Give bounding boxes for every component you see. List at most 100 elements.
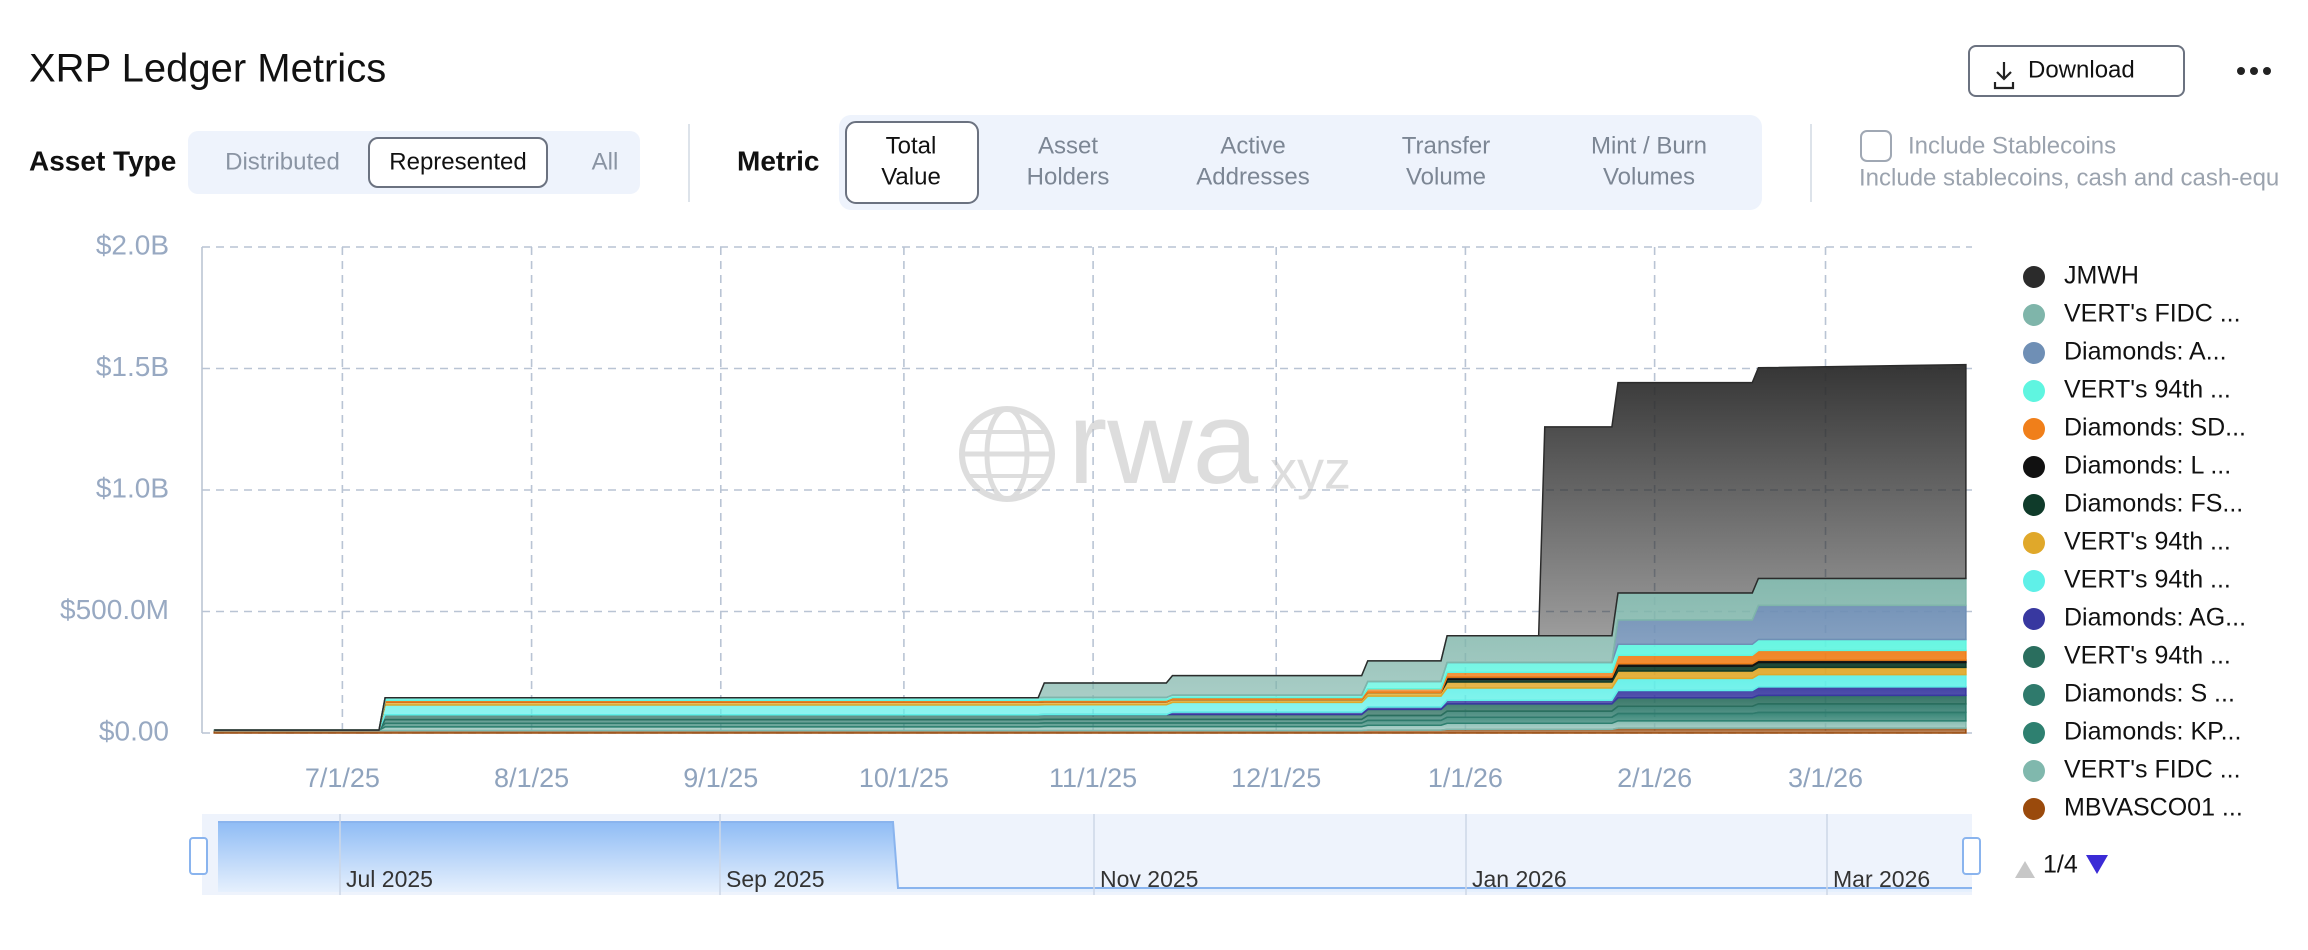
metric-option[interactable]: Total [886, 132, 937, 159]
asset-type-label: Asset Type [29, 145, 176, 176]
legend-swatch [2023, 646, 2045, 668]
legend-label: VERT's FIDC ... [2064, 300, 2241, 328]
legend-item[interactable]: VERT's 94th ... [2023, 566, 2231, 594]
legend-swatch [2023, 532, 2045, 554]
legend-item[interactable]: Diamonds: SD... [2023, 414, 2246, 442]
stablecoin-note: Include stablecoins, cash and cash-equ [1859, 164, 2279, 191]
asset-type-option[interactable]: Represented [389, 148, 526, 175]
legend-swatch [2023, 722, 2045, 744]
pager-label: 1/4 [2043, 851, 2078, 879]
y-tick-label: $500.0M [60, 594, 169, 625]
metric-option[interactable]: Active [1220, 132, 1285, 159]
legend-label: VERT's 94th ... [2064, 528, 2231, 556]
chart: $0.00 $500.0M $1.0B $1.5B $2.0B 7/1/25 8/1/25 9… [60, 229, 1972, 793]
navigator-handle[interactable] [189, 837, 208, 875]
y-tick-label: $0.00 [99, 715, 169, 746]
legend-label: VERT's FIDC ... [2064, 756, 2241, 784]
legend-swatch [2023, 684, 2045, 706]
metric-label: Metric [737, 145, 819, 176]
download-label: Download [2028, 56, 2135, 83]
legend-item[interactable]: Diamonds: S ... [2023, 680, 2235, 708]
asset-type-option[interactable]: All [592, 148, 619, 175]
navigator-label: Sep 2025 [726, 866, 824, 892]
stablecoin-label: Include Stablecoins [1908, 132, 2116, 159]
legend-swatch [2023, 342, 2045, 364]
legend-swatch [2023, 304, 2045, 326]
metric-group [839, 115, 1762, 210]
navigator-label: Mar 2026 [1833, 866, 1930, 892]
x-tick-label: 8/1/25 [494, 763, 569, 793]
legend-item[interactable]: VERT's 94th ... [2023, 376, 2231, 404]
x-tick-label: 9/1/25 [683, 763, 758, 793]
metric-option[interactable]: Mint / Burn [1591, 132, 1707, 159]
legend-item[interactable]: VERT's 94th ... [2023, 528, 2231, 556]
legend-swatch [2023, 570, 2045, 592]
stablecoin-checkbox[interactable] [1860, 130, 1892, 162]
navigator-handle[interactable] [1962, 837, 1981, 875]
legend-item[interactable]: VERT's 94th ... [2023, 642, 2231, 670]
legend-label: Diamonds: FS... [2064, 490, 2243, 518]
legend-swatch [2023, 266, 2045, 288]
legend-swatch [2023, 380, 2045, 402]
x-tick-label: 7/1/25 [305, 763, 380, 793]
legend-item[interactable]: Diamonds: AG... [2023, 604, 2246, 632]
x-tick-label: 3/1/26 [1788, 763, 1863, 793]
legend-label: Diamonds: S ... [2064, 680, 2235, 708]
y-tick-label: $1.5B [96, 351, 169, 382]
y-tick-label: $1.0B [96, 472, 169, 503]
x-tick-label: 12/1/25 [1231, 763, 1321, 793]
x-tick-label: 2/1/26 [1617, 763, 1692, 793]
legend-pager[interactable]: 1/4 [2015, 851, 2108, 879]
metric-option[interactable]: Addresses [1196, 163, 1309, 190]
legend-label: Diamonds: AG... [2064, 604, 2246, 632]
watermark-text: xyz [1270, 440, 1351, 500]
legend-swatch [2023, 456, 2045, 478]
page-title: XRP Ledger Metrics [29, 47, 386, 91]
segment-selected [368, 137, 548, 188]
legend-swatch [2023, 418, 2045, 440]
download-button[interactable]: Download [1968, 45, 2185, 97]
pager-prev[interactable] [2015, 861, 2035, 878]
legend-item[interactable]: JMWH [2023, 262, 2139, 290]
metric-option[interactable]: Volumes [1603, 163, 1695, 190]
x-tick-label: 11/1/25 [1049, 763, 1137, 793]
more-menu[interactable] [2237, 67, 2271, 75]
watermark-text: rwa [1068, 377, 1259, 509]
legend-label: MBVASCO01 ... [2064, 794, 2243, 822]
legend-item[interactable]: MBVASCO01 ... [2023, 794, 2243, 822]
x-tick-label: 1/1/26 [1428, 763, 1503, 793]
pager-next[interactable] [2086, 855, 2108, 874]
segment-selected [845, 121, 979, 204]
legend-label: Diamonds: SD... [2064, 414, 2246, 442]
y-tick-label: $2.0B [96, 229, 169, 260]
legend-label: VERT's 94th ... [2064, 566, 2231, 594]
legend-label: VERT's 94th ... [2064, 376, 2231, 404]
legend-label: VERT's 94th ... [2064, 642, 2231, 670]
metric-option[interactable]: Asset [1038, 132, 1098, 159]
metric-option[interactable]: Transfer [1402, 132, 1490, 159]
legend-item[interactable]: VERT's FIDC ... [2023, 756, 2241, 784]
navigator[interactable] [189, 814, 1981, 895]
legend-swatch [2023, 608, 2045, 630]
legend-label: Diamonds: A... [2064, 338, 2227, 366]
legend-swatch [2023, 760, 2045, 782]
metric-option[interactable]: Holders [1027, 163, 1110, 190]
navigator-label: Jan 2026 [1472, 866, 1567, 892]
legend-swatch [2023, 494, 2045, 516]
legend-item[interactable]: Diamonds: FS... [2023, 490, 2243, 518]
legend-swatch [2023, 798, 2045, 820]
legend-item[interactable]: VERT's FIDC ... [2023, 300, 2241, 328]
legend-item[interactable]: Diamonds: KP... [2023, 718, 2241, 746]
legend-item[interactable]: Diamonds: L ... [2023, 452, 2231, 480]
watermark: rwa xyz [959, 377, 1351, 509]
area [214, 363, 1967, 731]
navigator-label: Jul 2025 [346, 866, 433, 892]
metric-option[interactable]: Volume [1406, 163, 1486, 190]
asset-type-option[interactable]: Distributed [225, 148, 340, 175]
x-tick-label: 10/1/25 [859, 763, 949, 793]
legend-item[interactable]: Diamonds: A... [2023, 338, 2227, 366]
metric-option[interactable]: Value [881, 163, 941, 190]
navigator-label: Nov 2025 [1100, 866, 1198, 892]
